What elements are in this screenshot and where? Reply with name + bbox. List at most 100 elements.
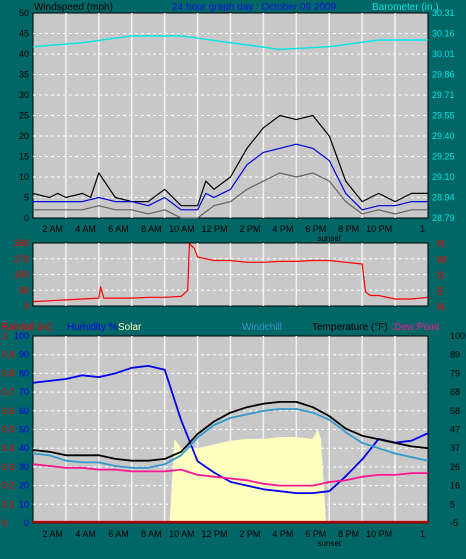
wind-y-tick: 10 xyxy=(19,172,29,182)
humidity-y-tick: 80 xyxy=(19,368,29,378)
wind-tick-label: 10 AM xyxy=(169,224,195,234)
wind-y-tick: 40 xyxy=(19,49,29,59)
humidity-y-tick: 50 xyxy=(19,425,29,435)
rain-y-tick: 0.9 xyxy=(2,350,15,360)
rain-y-tick: 0.1 xyxy=(2,499,15,509)
temp-y-tick: 26 xyxy=(450,462,460,472)
multi-tick-label: 4 AM xyxy=(75,529,96,539)
compass-tick: S xyxy=(437,271,444,282)
wind-y-tick: 20 xyxy=(19,131,29,141)
windchill-series xyxy=(32,408,429,469)
multi-tick-label: 1 xyxy=(420,529,425,539)
wind-y-tick: 25 xyxy=(19,111,29,121)
multi-tick-label: 8 PM xyxy=(338,529,359,539)
wind-tick-label: 6 AM xyxy=(108,224,129,234)
wind-y-tick: 0 xyxy=(24,213,29,223)
rain-y-tick: 0.5 xyxy=(2,425,15,435)
direction-y-tick: 270 xyxy=(14,254,29,264)
direction-series xyxy=(32,243,429,303)
rain-y-tick: 0.6 xyxy=(2,406,15,416)
multi-tick-label: 4 PM xyxy=(272,529,293,539)
barometer-series xyxy=(32,35,428,51)
multi-tick-label: 2 AM xyxy=(42,529,63,539)
windspeed-label: Windspeed (mph) xyxy=(34,2,113,13)
wind-y-tick: 15 xyxy=(19,152,29,162)
direction-y-tick: 0 xyxy=(24,301,29,311)
direction-y-tick: 180 xyxy=(14,270,29,280)
barometer-y-tick: 30.16 xyxy=(432,29,455,39)
barometer-y-tick: 29.86 xyxy=(432,70,455,80)
humidity-legend: Humidity % xyxy=(67,322,118,333)
temp-y-tick: 100 xyxy=(450,331,465,341)
barometer-y-tick: 28.79 xyxy=(432,213,455,223)
wind-tick-label: 1 xyxy=(420,224,425,234)
multi-tick-label: 12 PM xyxy=(201,529,227,539)
axis-labels: 0510152025303540455028.7928.9429.1029.25… xyxy=(2,8,465,548)
plot-lines xyxy=(32,35,429,524)
barometer-y-tick: 29.25 xyxy=(432,152,455,162)
rain-y-tick: 0.8 xyxy=(2,368,15,378)
temp-y-tick: 47 xyxy=(450,425,460,435)
rain-y-tick: 0 xyxy=(2,518,7,528)
wind-tick-label: 2 PM xyxy=(239,224,260,234)
humidity-series xyxy=(32,365,429,494)
humidity-y-tick: 0 xyxy=(24,518,29,528)
multi-tick-label: 8 AM xyxy=(141,529,162,539)
wind_gray-series xyxy=(33,172,428,219)
barometer-y-tick: 29.71 xyxy=(432,90,455,100)
wind-tick-label: 4 PM xyxy=(272,224,293,234)
multi-tick-label: 10 AM xyxy=(169,529,195,539)
barometer-y-tick: 28.94 xyxy=(432,193,455,203)
wind-series xyxy=(33,143,428,211)
compass-tick: N xyxy=(437,239,444,250)
humidity-y-tick: 20 xyxy=(19,481,29,491)
windchill-legend: Windchill xyxy=(242,322,282,333)
multi-tick-label: 6 AM xyxy=(108,529,129,539)
wind-tick-label: 12 PM xyxy=(201,224,227,234)
humidity-y-tick: 10 xyxy=(19,499,29,509)
wind-tick-label: 8 PM xyxy=(338,224,359,234)
compass-tick: N xyxy=(437,302,444,313)
rain-y-tick: 0.2 xyxy=(2,481,15,491)
temp-y-tick: 58 xyxy=(450,406,460,416)
rain-y-tick: 0.3 xyxy=(2,462,15,472)
humidity-y-tick: 70 xyxy=(19,387,29,397)
temp-y-tick: 16 xyxy=(450,481,460,491)
barometer-y-tick: 30.31 xyxy=(432,8,455,18)
direction-y-tick: 90 xyxy=(19,285,29,295)
temperature-legend: Temperature (°F) xyxy=(312,322,388,333)
rain-y-tick: 1 xyxy=(2,331,7,341)
wind-y-tick: 30 xyxy=(19,90,29,100)
humidity-y-tick: 30 xyxy=(19,462,29,472)
rain-y-tick: 0.7 xyxy=(2,387,15,397)
rain-y-tick: 0.4 xyxy=(2,443,15,453)
wind-tick-label: 10 PM xyxy=(366,224,392,234)
barometer-y-tick: 29.55 xyxy=(432,111,455,121)
temp-y-tick: -5 xyxy=(450,518,458,528)
temp-y-tick: 68 xyxy=(450,387,460,397)
barometer-y-tick: 29.10 xyxy=(432,172,455,182)
multi-tick-label: 10 PM xyxy=(366,529,392,539)
multi-tick-label: 2 PM xyxy=(239,529,260,539)
compass-tick: W xyxy=(437,255,447,266)
dewpoint-legend: Dew Point xyxy=(394,322,440,333)
multi-tick-label: 6 PM xyxy=(305,529,326,539)
multi-sunset-label: sunset xyxy=(317,539,341,548)
wind-tick-label: 2 AM xyxy=(42,224,63,234)
rainfall-series xyxy=(32,520,429,524)
humidity-y-tick: 60 xyxy=(19,406,29,416)
humidity-y-tick: 40 xyxy=(19,443,29,453)
gust-series xyxy=(32,114,428,207)
temp-y-tick: 37 xyxy=(450,443,460,453)
wind-tick-label: 4 AM xyxy=(75,224,96,234)
solar-series xyxy=(169,429,326,523)
rainfall-legend: Rainfall (in) xyxy=(1,322,52,333)
solar-legend: Solar xyxy=(118,322,142,333)
barometer-y-tick: 29.40 xyxy=(432,131,455,141)
wind-y-tick: 45 xyxy=(19,29,29,39)
temp-y-tick: 89 xyxy=(450,350,460,360)
wind-y-tick: 5 xyxy=(24,193,29,203)
humidity-y-tick: 90 xyxy=(19,350,29,360)
compass-tick: E xyxy=(437,286,444,297)
